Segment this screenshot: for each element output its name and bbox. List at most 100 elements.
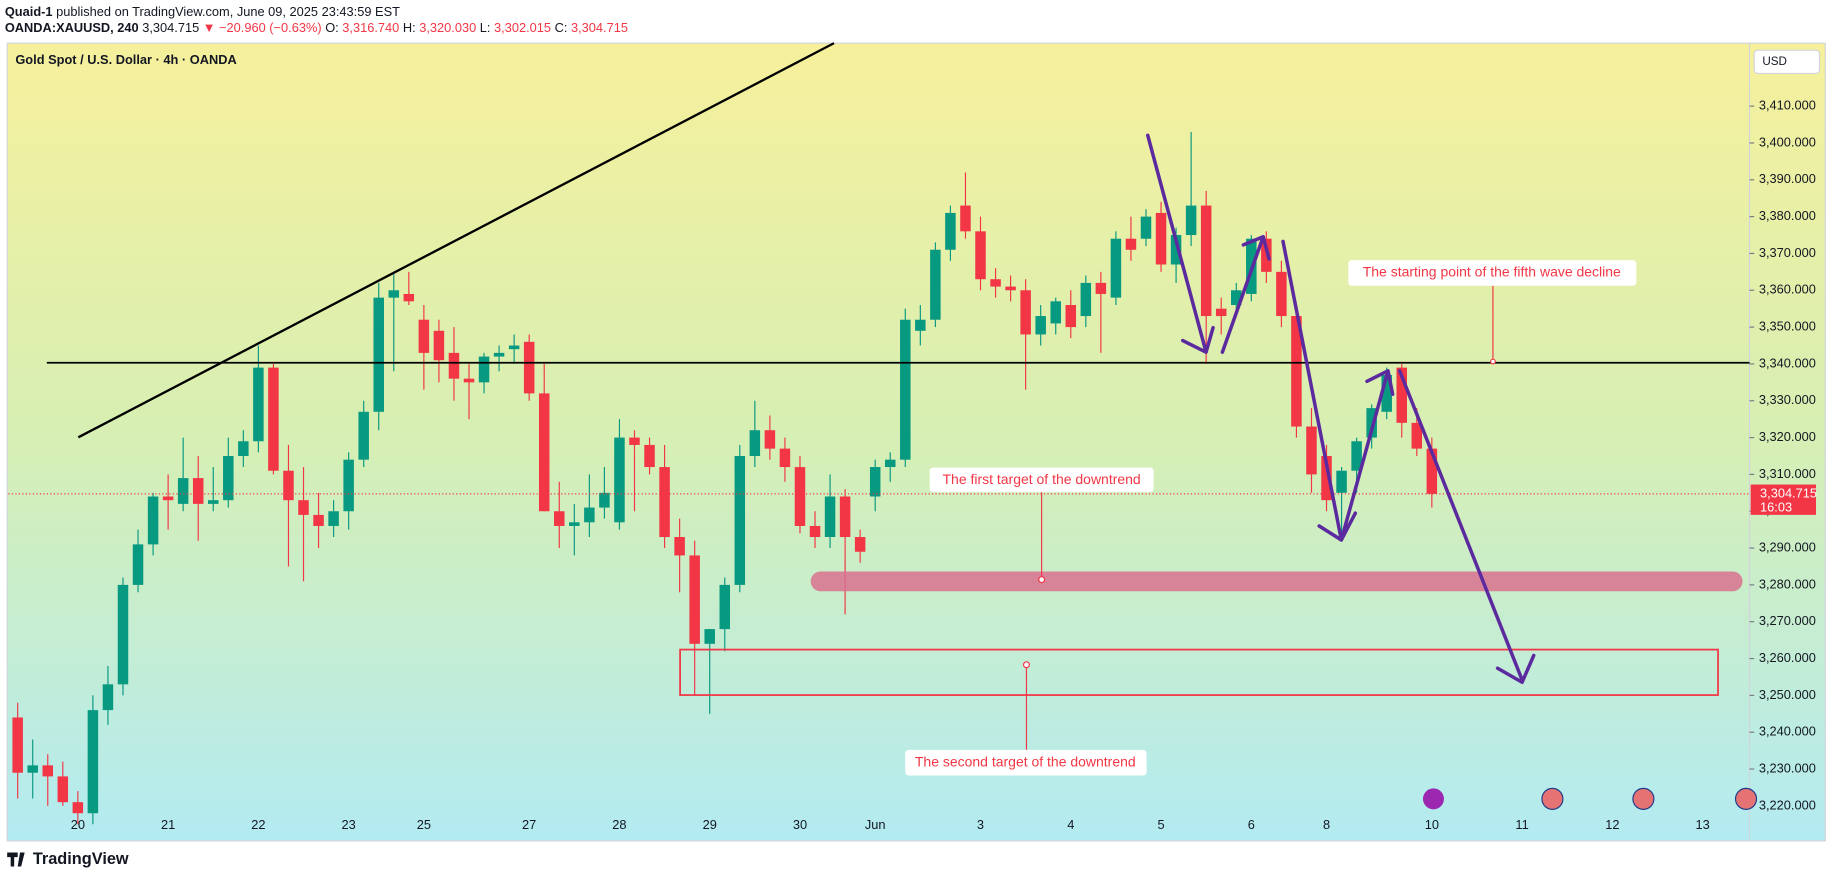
candle-body — [1396, 367, 1407, 423]
candle-body — [147, 496, 159, 545]
y-tick-label: 3,280.000 — [1759, 576, 1816, 591]
symbol-info: OANDA:XAUUSD, 240 3,304.715 ▼ −20.960 (−… — [5, 21, 628, 36]
candle-body — [1381, 374, 1392, 412]
candle-body — [659, 467, 670, 538]
candle-body — [1426, 448, 1438, 494]
candle-body — [238, 441, 249, 456]
candle-body — [644, 444, 655, 468]
trend-line — [77, 42, 835, 439]
x-tick-label: 10 — [1425, 817, 1439, 832]
candle-body — [192, 478, 204, 504]
currency: USD — [1762, 55, 1787, 68]
annotation: The first target of the downtrend — [943, 471, 1141, 487]
ohlc-value: 3,304.715 — [571, 21, 628, 36]
candle-body — [72, 802, 84, 814]
candle-body — [268, 367, 279, 471]
ohlc-key: H: — [403, 21, 416, 36]
candle-body — [884, 459, 896, 468]
candle-body — [12, 717, 23, 773]
x-tick-label: 23 — [342, 817, 356, 832]
second-target-zone — [679, 648, 1719, 696]
candle-body — [1080, 282, 1092, 317]
anchor — [1038, 576, 1046, 584]
candle-body — [704, 629, 715, 644]
candle-body — [162, 496, 174, 501]
anchor — [1022, 661, 1030, 669]
candle-body — [854, 537, 866, 552]
candle-body — [689, 555, 700, 644]
x-tick-label: 28 — [612, 817, 626, 832]
y-tick-label: 3,360.000 — [1759, 282, 1816, 297]
y-tick-label: 3,340.000 — [1759, 355, 1816, 370]
candle-body — [629, 437, 640, 445]
annotation-box — [929, 467, 1154, 493]
candle-body — [117, 584, 129, 685]
y-tick-label: 3,250.000 — [1759, 687, 1816, 702]
x-tick-label: 8 — [1323, 817, 1330, 832]
candle-body — [749, 430, 761, 456]
y-tick-label: 3,390.000 — [1759, 171, 1816, 186]
candle-body — [223, 455, 234, 501]
candle-body — [779, 448, 791, 468]
x-tick-label: 20 — [71, 817, 85, 832]
y-tick-label: 3,410.000 — [1759, 98, 1816, 113]
first-target-zone — [810, 571, 1743, 592]
candle-body — [915, 319, 926, 331]
candle-body — [1095, 282, 1107, 294]
candle-body — [373, 297, 384, 412]
candle-body — [1291, 316, 1302, 427]
published: published on TradingView.com, June 09, 2… — [56, 4, 400, 19]
price: 3,304.715 — [142, 21, 199, 36]
candle-body — [523, 341, 535, 394]
y-tick-label: 3,400.000 — [1759, 134, 1816, 149]
drawings — [46, 42, 1750, 776]
candle-body — [463, 378, 475, 383]
candle-body — [508, 345, 520, 350]
ohlc-key: L: — [480, 21, 491, 36]
candle-body — [674, 537, 685, 556]
chart-title: Gold Spot / U.S. Dollar · 4h · OANDA — [15, 52, 236, 67]
candle-body — [839, 496, 851, 538]
countdown: 16:03 — [1760, 499, 1792, 514]
candle-body — [493, 352, 505, 357]
y-tick-label: 3,270.000 — [1759, 613, 1816, 628]
ohlc-value: 3,320.030 — [419, 21, 476, 36]
candle-body — [569, 522, 580, 526]
candle-body — [584, 507, 595, 523]
chart-area — [6, 42, 1826, 842]
candle-body — [1125, 238, 1137, 250]
brand: TradingView — [33, 850, 129, 868]
arrow — [1397, 369, 1536, 684]
candle-body — [1321, 455, 1332, 501]
candle-body — [1366, 408, 1377, 438]
candle-body — [1035, 316, 1046, 335]
candle-body — [945, 212, 956, 250]
logo — [7, 852, 25, 867]
x-tick-label: 21 — [161, 817, 175, 832]
candle-body — [975, 231, 986, 280]
candle-body — [1411, 422, 1423, 449]
candle-body — [27, 765, 38, 773]
annotation-box — [1348, 260, 1637, 286]
candle-body — [283, 470, 294, 501]
x-tick-label: 30 — [793, 817, 807, 832]
last-price-box — [1750, 484, 1816, 515]
candle-body — [1140, 216, 1152, 239]
candle-body — [794, 467, 806, 526]
ohlc-key: C: — [555, 21, 568, 36]
candle-body — [1276, 271, 1287, 317]
ohlc-value: 3,302.015 — [494, 21, 551, 36]
x-tick-label: 12 — [1605, 817, 1619, 832]
y-tick-label: 3,350.000 — [1759, 318, 1816, 333]
candle-body — [1231, 290, 1242, 305]
event-icon — [1541, 787, 1564, 810]
candle-body — [1005, 286, 1016, 291]
x-tick-label: Jun — [865, 817, 886, 832]
wave-arrows — [1145, 133, 1536, 684]
candle-body — [343, 459, 354, 512]
candle-body — [132, 544, 144, 585]
y-tick-label: 3,290.000 — [1759, 539, 1816, 554]
x-tick-label: 29 — [703, 817, 717, 832]
candle-body — [42, 765, 54, 777]
candle-body — [554, 511, 565, 526]
